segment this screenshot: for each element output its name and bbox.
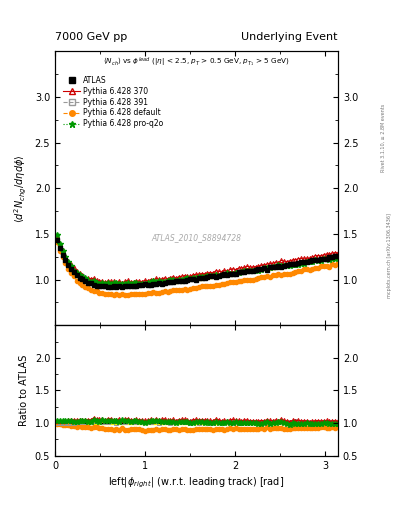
Text: Underlying Event: Underlying Event <box>241 32 338 42</box>
Y-axis label: $\langle d^2 N_{chg}/d\eta d\phi \rangle$: $\langle d^2 N_{chg}/d\eta d\phi \rangle… <box>13 154 29 223</box>
Text: Rivet 3.1.10, ≥ 2.8M events: Rivet 3.1.10, ≥ 2.8M events <box>381 104 386 173</box>
Text: mcplots.cern.ch [arXiv:1306.3436]: mcplots.cern.ch [arXiv:1306.3436] <box>387 214 391 298</box>
Text: 7000 GeV pp: 7000 GeV pp <box>55 32 127 42</box>
X-axis label: left|$\phi_{right}$| (w.r.t. leading track) [rad]: left|$\phi_{right}$| (w.r.t. leading tra… <box>108 476 285 490</box>
Y-axis label: Ratio to ATLAS: Ratio to ATLAS <box>19 355 29 426</box>
Text: ATLAS_2010_S8894728: ATLAS_2010_S8894728 <box>151 233 242 242</box>
Legend: ATLAS, Pythia 6.428 370, Pythia 6.428 391, Pythia 6.428 default, Pythia 6.428 pr: ATLAS, Pythia 6.428 370, Pythia 6.428 39… <box>62 74 165 130</box>
Text: $\langle N_{ch}\rangle$ vs $\phi^{lead}$ ($|\eta|$ < 2.5, $p_{T}$ > 0.5 GeV, $p_: $\langle N_{ch}\rangle$ vs $\phi^{lead}$… <box>103 55 290 69</box>
